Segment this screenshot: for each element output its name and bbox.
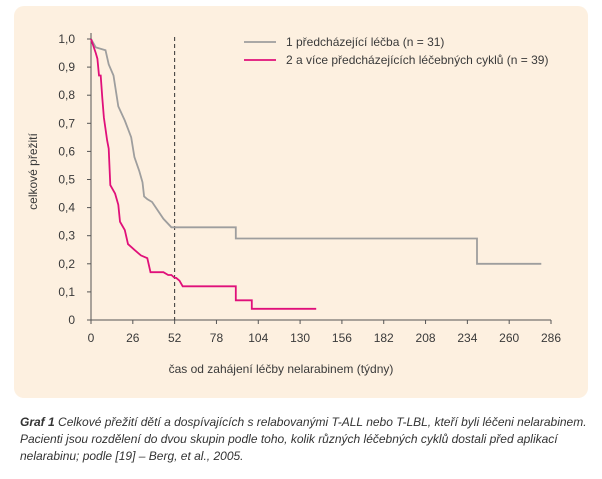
- x-tick-label: 182: [374, 331, 394, 345]
- x-tick-label: 26: [126, 331, 140, 345]
- caption-text: Celkové přežití dětí a dospívajících s r…: [20, 415, 587, 463]
- x-tick-label: 130: [290, 331, 310, 345]
- y-tick-label: 1,0: [58, 32, 75, 46]
- x-tick-label: 52: [168, 331, 182, 345]
- figure-caption: Graf 1 Celkové přežití dětí a dospívajíc…: [20, 414, 590, 465]
- x-tick-label: 286: [541, 331, 561, 345]
- legend-label-1: 1 předcházející léčba (n = 31): [286, 35, 444, 49]
- legend-label-2: 2 a více předcházejících léčebných cyklů…: [286, 53, 548, 67]
- series-line-1: [90, 38, 542, 265]
- chart-panel: 0 0,1 0,2 0,3 0,4 0,5 0,6 0,7 0,8 0,9 1,0 0 26 52 78 10…: [14, 6, 588, 398]
- y-tick-label: 0,6: [58, 144, 75, 158]
- series-line-2: [90, 38, 317, 310]
- x-axis-label: čas od zahájení léčby nelarabinem (týdny…: [169, 362, 394, 376]
- y-tick-label: 0,4: [58, 201, 75, 215]
- y-tick-label: 0: [68, 313, 75, 327]
- y-axis-label: celkové přežití: [26, 132, 40, 209]
- y-tick-label: 0,8: [58, 88, 75, 102]
- x-tick-label: 104: [248, 331, 268, 345]
- x-tick-label: 260: [499, 331, 519, 345]
- y-tick-label: 0,2: [58, 257, 75, 271]
- x-tick-label: 78: [210, 331, 224, 345]
- y-tick-label: 0,3: [58, 229, 75, 243]
- x-tick-label: 234: [457, 331, 477, 345]
- y-tick-label: 0,5: [58, 173, 75, 187]
- x-tick-label: 0: [88, 331, 95, 345]
- y-tick-label: 0,7: [58, 116, 75, 130]
- x-tick-label: 156: [332, 331, 352, 345]
- y-tick-label: 0,9: [58, 60, 75, 74]
- y-tick-label: 0,1: [58, 285, 75, 299]
- survival-chart: 0 0,1 0,2 0,3 0,4 0,5 0,6 0,7 0,8 0,9 1,0 0 26 52 78 10…: [26, 32, 561, 376]
- caption-label: Graf 1: [20, 415, 55, 429]
- x-tick-label: 208: [416, 331, 436, 345]
